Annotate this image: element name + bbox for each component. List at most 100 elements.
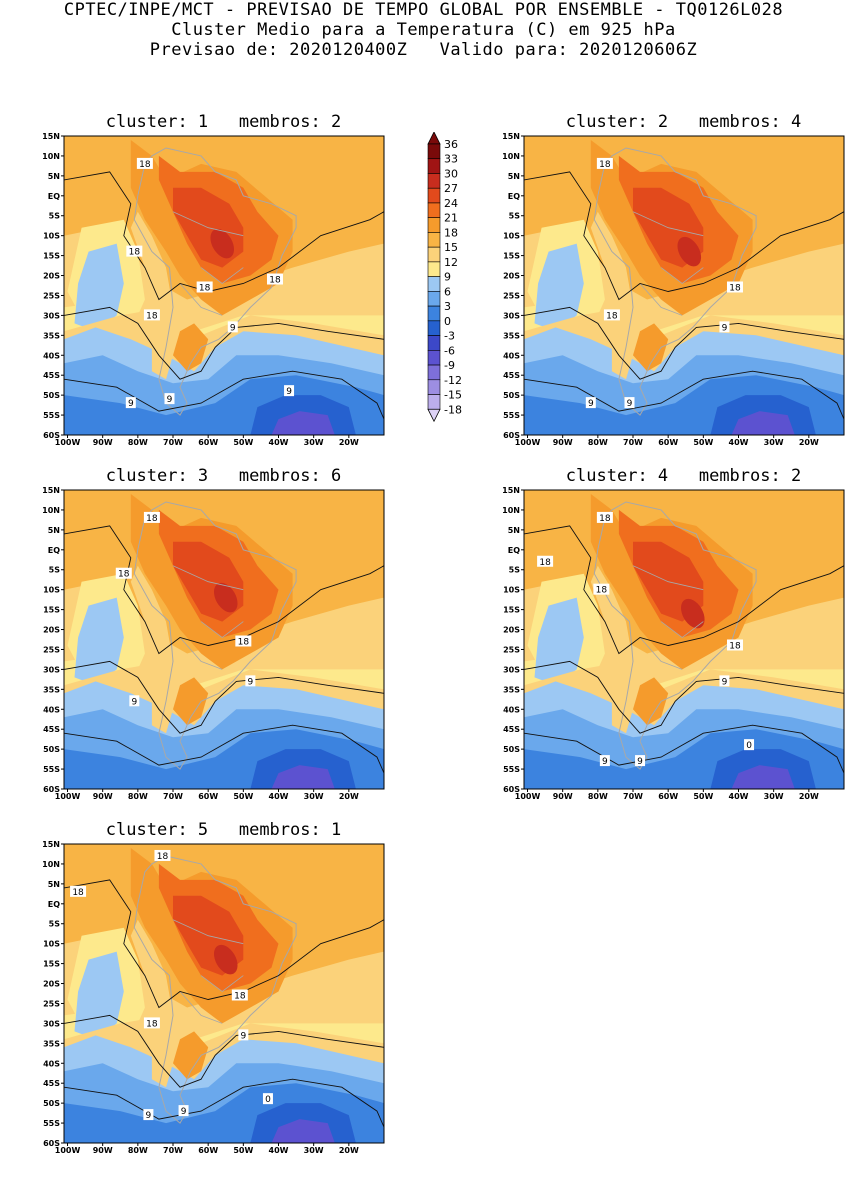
lon-tick-label: 100W <box>55 438 81 447</box>
contour-label: 9 <box>230 323 236 333</box>
lat-tick-label: 50S <box>503 745 520 754</box>
contour-label: 9 <box>181 1107 187 1117</box>
temperature-map: 15N 10N 5N EQ 5S 10S 15S 20S 25S 30S 35S 40S 45S 50S 5… <box>42 840 385 1155</box>
contour-label: 18 <box>599 160 611 170</box>
country-border <box>200 621 244 639</box>
lat-tick-label: 35S <box>503 331 520 340</box>
lat-tick-label: 5N <box>48 880 60 889</box>
country-border <box>632 211 704 237</box>
contour-label: 18 <box>234 991 246 1001</box>
colorbar-label: 21 <box>444 212 458 225</box>
lat-tick-label: 10S <box>43 232 60 241</box>
lat-tick-label: 10N <box>42 506 60 515</box>
contour-label-box <box>154 849 171 861</box>
hot-spot <box>213 582 238 613</box>
lat-tick-label: 55S <box>503 411 520 420</box>
contour-label: 9 <box>131 697 137 707</box>
contour-label: 18 <box>729 641 741 651</box>
lat-tick-label: EQ <box>48 192 60 201</box>
map-frame <box>63 843 385 1144</box>
colorbar-label: 0 <box>444 315 451 328</box>
contour-label-box <box>143 1017 160 1029</box>
contour-label: 18 <box>269 276 281 286</box>
coastline <box>133 855 297 1124</box>
country-border <box>632 565 704 591</box>
lon-tick-label: 90W <box>553 792 573 801</box>
contour-label: 18 <box>729 283 741 293</box>
temperature-band <box>130 919 173 1088</box>
colorbar-label: 15 <box>444 241 458 254</box>
contour-9 <box>524 660 844 734</box>
lon-tick-label: 40W <box>269 1146 289 1155</box>
lat-tick-label: 60S <box>43 1139 60 1148</box>
lat-tick-label: EQ <box>48 546 60 555</box>
map-frame <box>63 135 385 436</box>
lat-tick-label: 10N <box>502 152 520 161</box>
colorbar-swatch <box>427 187 441 204</box>
contour-label: 9 <box>637 757 643 767</box>
contour-label-box <box>585 397 596 409</box>
lat-tick-label: 35S <box>503 685 520 694</box>
contour-label: 9 <box>240 1031 246 1041</box>
lat-tick-label: 55S <box>43 1119 60 1128</box>
contour-9 <box>524 306 844 380</box>
lat-tick-label: 20S <box>43 626 60 635</box>
figure-title-line3: Previsao de: 2020120400Z Valido para: 20… <box>149 40 698 60</box>
contour-label-box <box>143 1109 154 1121</box>
lat-tick-label: 30S <box>43 311 60 320</box>
lat-tick-label: 20S <box>43 980 60 989</box>
colorbar-label: -15 <box>444 389 462 402</box>
colorbar-swatch <box>427 246 441 263</box>
contour-label-box <box>266 273 283 285</box>
colorbar-swatch <box>427 379 441 395</box>
lat-tick-label: 15S <box>503 606 520 615</box>
colorbar-swatch <box>427 158 441 174</box>
lat-tick-label: 60S <box>43 785 60 794</box>
lat-tick-label: 40S <box>43 351 60 360</box>
colorbar-label: 12 <box>444 256 458 269</box>
contour-label: 18 <box>146 514 158 524</box>
coastline <box>593 147 757 416</box>
contour-label-box <box>125 397 136 409</box>
country-border <box>179 283 223 316</box>
panel-title: cluster: 3 membros: 6 <box>105 466 342 486</box>
lat-tick-label: 55S <box>43 411 60 420</box>
contour-label: 18 <box>599 514 611 524</box>
colorbar-swatch <box>427 143 441 160</box>
lon-tick-label: 90W <box>553 438 573 447</box>
contour-label-box <box>726 281 743 293</box>
lon-tick-label: 100W <box>515 792 541 801</box>
contour-label: 9 <box>722 323 728 333</box>
lon-tick-label: 50W <box>233 438 253 447</box>
contour-label: 9 <box>602 757 608 767</box>
temperature-band <box>74 243 124 332</box>
temperature-band <box>633 677 669 726</box>
contour-label-box <box>178 1105 189 1117</box>
lon-tick-label: 60W <box>658 438 678 447</box>
temperature-band <box>271 1119 335 1143</box>
contour-9 <box>64 306 384 380</box>
lon-tick-label: 30W <box>304 792 324 801</box>
lat-tick-label: 5S <box>49 212 61 221</box>
contour-label-box <box>129 695 140 707</box>
lat-tick-label: 15S <box>43 252 60 261</box>
map-frame <box>63 489 385 790</box>
temperature-band <box>534 597 584 686</box>
lat-tick-label: 10N <box>42 860 60 869</box>
country-border <box>172 919 244 945</box>
figure-title-line1: CPTEC/INPE/MCT - PREVISAO DE TEMPO GLOBA… <box>63 0 784 20</box>
contour-label-box <box>115 567 132 579</box>
contour-label-box <box>126 245 143 257</box>
lat-tick-label: 50S <box>43 391 60 400</box>
lat-tick-label: 5S <box>509 212 521 221</box>
lon-tick-label: 100W <box>515 438 541 447</box>
colorbar-label: -12 <box>444 374 462 387</box>
colorbar-swatch <box>427 232 441 248</box>
contour-label-box <box>719 321 730 333</box>
lat-tick-label: EQ <box>508 546 520 555</box>
lat-tick-label: 5S <box>49 566 61 575</box>
lat-tick-label: 20S <box>503 626 520 635</box>
lat-tick-label: 60S <box>503 785 520 794</box>
contour-label: 18 <box>118 570 130 580</box>
lat-tick-label: 60S <box>43 431 60 440</box>
